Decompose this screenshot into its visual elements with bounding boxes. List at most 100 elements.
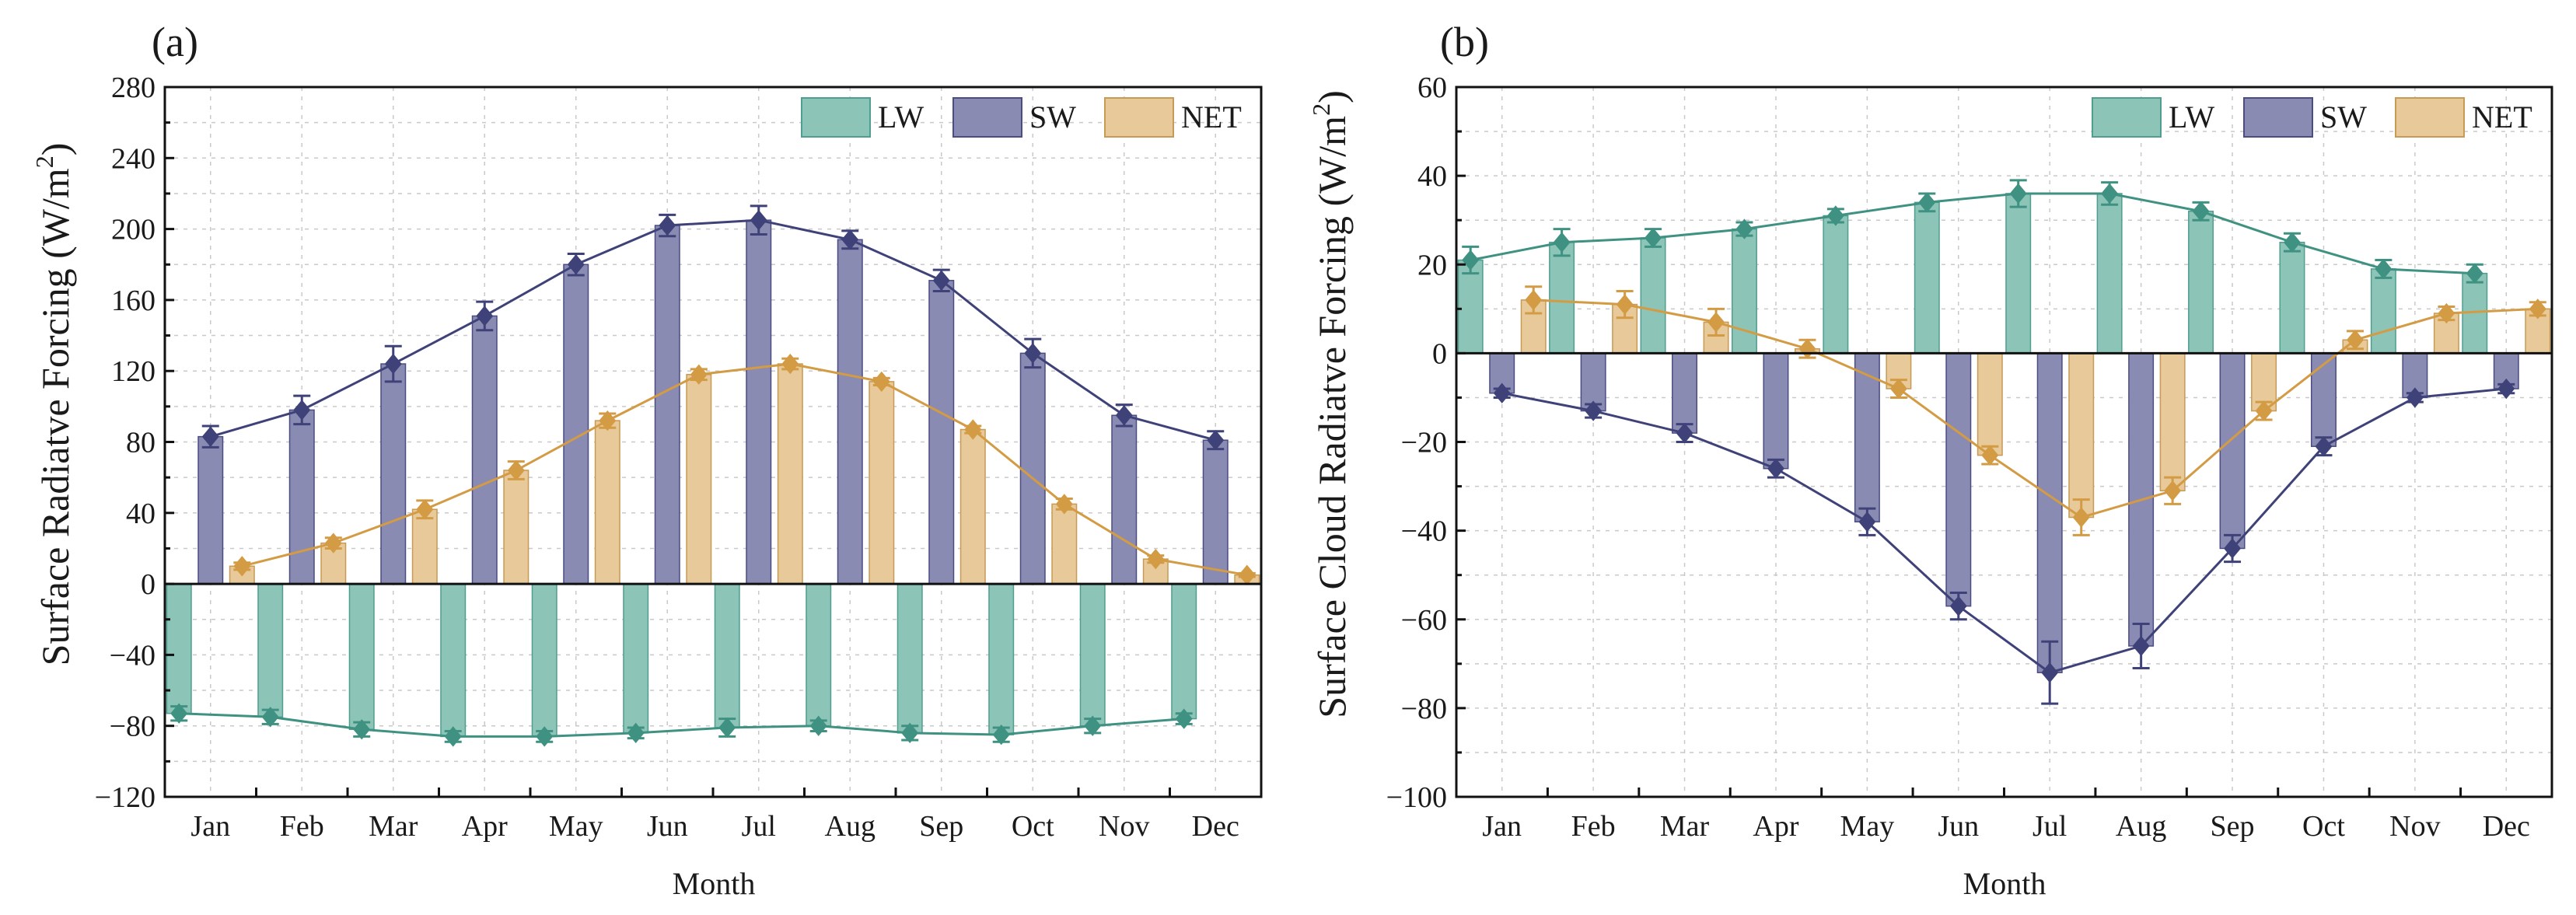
panel-b-lines <box>1462 179 2546 705</box>
bar-lw <box>166 583 192 714</box>
marker-sw <box>384 353 402 375</box>
bar-sw <box>1672 352 1698 434</box>
series-line-sw <box>1501 387 2507 674</box>
y-tick-label: 80 <box>126 427 156 459</box>
marker-net <box>1055 494 1073 515</box>
marker-net <box>781 353 799 375</box>
marker-sw <box>659 215 676 236</box>
marker-net <box>2438 302 2455 324</box>
bar-sw <box>1945 352 1972 607</box>
marker-lw <box>444 726 462 747</box>
x-tick-label: Jan <box>190 810 230 843</box>
panel-b-axes: −100 −80 −60 −40 −20 0 20 40 60 Jan Feb Mar Apr May Ju… <box>1386 72 2553 843</box>
marker-sw <box>2315 436 2333 457</box>
panel-a-xlabel: Month <box>673 866 756 901</box>
marker-lw <box>261 707 279 728</box>
y-tick-label: −20 <box>1401 427 1447 459</box>
marker-lw <box>2283 232 2301 253</box>
bar-lw <box>2005 193 2032 354</box>
panel-b-label: (b) <box>1440 19 1489 65</box>
marker-net <box>507 459 525 481</box>
x-tick-label: Dec <box>2483 810 2530 843</box>
marker-net <box>690 364 708 385</box>
panel-a-bars <box>166 219 1260 738</box>
bar-lw <box>1823 215 1849 354</box>
y-tick-label: 120 <box>111 355 156 388</box>
marker-lw <box>627 722 645 744</box>
marker-lw <box>992 724 1010 746</box>
marker-lw <box>2466 263 2483 284</box>
marker-lw <box>170 703 188 724</box>
marker-net <box>1981 445 1999 466</box>
y-tick-label: 20 <box>1417 249 1447 281</box>
y-tick-label: 200 <box>111 214 156 246</box>
bar-lw <box>1079 583 1106 727</box>
bar-lw <box>1640 237 1666 354</box>
bar-sw <box>2036 352 2063 673</box>
marker-sw <box>1493 382 1511 403</box>
legend-swatch-net <box>1104 97 1174 138</box>
panel-b-ylabel: Surface Cloud Radiatve Forcing (W/m2) <box>1307 90 1354 718</box>
bar-sw <box>197 435 224 585</box>
bar-sw <box>746 219 772 585</box>
bar-net <box>1051 503 1078 585</box>
marker-lw <box>901 722 919 744</box>
marker-net <box>2346 330 2364 351</box>
series-line-lw <box>179 712 1184 738</box>
marker-lw <box>2192 201 2210 222</box>
x-tick-label: Nov <box>2389 810 2440 843</box>
marker-net <box>2164 480 2182 501</box>
legend-label-sw: SW <box>2320 100 2367 134</box>
bar-lw <box>623 583 649 734</box>
legend-swatch-lw <box>2092 97 2162 138</box>
bar-sw <box>1111 414 1138 585</box>
x-tick-label: Aug <box>825 810 876 843</box>
x-tick-label: Jan <box>1482 810 1522 843</box>
marker-lw <box>718 717 736 739</box>
bar-sw <box>654 225 680 585</box>
legend-label-lw: LW <box>2169 100 2214 134</box>
marker-net <box>1525 289 1543 311</box>
bar-net <box>959 428 986 585</box>
marker-sw <box>1858 512 1876 533</box>
bar-sw <box>928 280 955 585</box>
bar-sw <box>2310 352 2337 447</box>
panel-a-axes: −120 −80 −40 0 40 80 120 160 200 240 280 Jan Feb Mar A… <box>95 72 1263 843</box>
marker-lw <box>2101 183 2119 204</box>
y-tick-label: −40 <box>1401 515 1447 548</box>
marker-lw <box>1462 250 1480 271</box>
panel-a-ylabel: Surface Radiatve Forcing (W/m2) <box>30 143 77 666</box>
legend-swatch-lw <box>801 97 871 138</box>
x-tick-label: Jun <box>647 810 688 843</box>
bar-net <box>686 374 712 585</box>
x-tick-label: Apr <box>462 810 508 843</box>
marker-sw <box>750 210 767 231</box>
marker-net <box>964 419 982 440</box>
marker-lw <box>809 715 827 736</box>
y-tick-label: 240 <box>111 142 156 175</box>
series-line-net <box>1533 299 2538 519</box>
y-tick-label: 0 <box>1432 337 1447 370</box>
bar-lw <box>257 583 284 718</box>
x-tick-label: Nov <box>1099 810 1149 843</box>
bar-sw <box>1019 352 1046 585</box>
bar-net <box>594 420 620 585</box>
bar-net <box>411 508 438 585</box>
bar-lw <box>531 583 557 738</box>
marker-sw <box>2132 635 2150 657</box>
bar-sw <box>2219 352 2246 550</box>
panel-b-bars <box>1457 193 2551 673</box>
marker-net <box>2072 507 2090 528</box>
marker-sw <box>2497 378 2515 400</box>
marker-lw <box>1175 708 1193 729</box>
x-tick-label: Oct <box>1012 810 1054 843</box>
bar-lw <box>348 583 375 731</box>
marker-net <box>1798 338 1816 359</box>
y-tick-label: −120 <box>95 781 156 814</box>
marker-lw <box>2009 183 2027 204</box>
panel-a-label: (a) <box>152 19 198 65</box>
marker-sw <box>476 306 494 327</box>
marker-net <box>2529 299 2546 320</box>
y-tick-label: −80 <box>110 711 156 743</box>
